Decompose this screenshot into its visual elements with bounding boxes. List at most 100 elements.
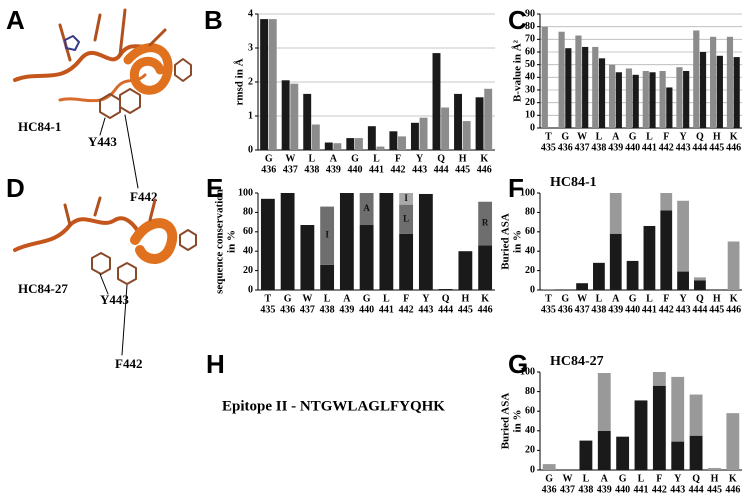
bar-segment <box>597 430 611 470</box>
x-tick-label: 437 <box>575 304 590 315</box>
x-tick-label: 438 <box>320 304 335 315</box>
x-tick-label: Y <box>416 153 424 164</box>
y-tick-label: 70 <box>525 34 535 45</box>
bar <box>659 71 666 128</box>
panel-letter: G <box>508 349 528 379</box>
x-tick-label: 441 <box>642 304 657 315</box>
x-tick-label: 446 <box>478 304 493 315</box>
segment-label: I <box>325 230 329 240</box>
residue-label: F442 <box>115 356 142 371</box>
x-tick-label: Q <box>437 153 445 164</box>
x-tick-label: K <box>729 473 737 484</box>
x-tick-label: W <box>577 131 587 142</box>
x-tick-label: H <box>459 153 467 164</box>
y-tick-label: 60 <box>525 405 535 416</box>
x-tick-label: L <box>646 293 653 304</box>
x-tick-label: 442 <box>391 164 406 175</box>
x-tick-label: G <box>284 293 292 304</box>
y-tick-label: 40 <box>243 245 253 256</box>
y-tick-label: 0 <box>530 122 535 133</box>
x-tick-label: L <box>596 131 603 142</box>
bar <box>642 71 649 128</box>
y-tick-label: 1 <box>248 110 253 121</box>
bar <box>389 131 398 150</box>
x-tick-label: L <box>309 153 316 164</box>
bar <box>558 31 565 128</box>
x-tick-label: Q <box>696 293 704 304</box>
x-tick-label: G <box>619 473 627 484</box>
x-tick-label: 439 <box>608 304 623 315</box>
bar <box>733 57 740 128</box>
x-tick-label: G <box>629 131 637 142</box>
x-tick-label: 444 <box>692 142 707 153</box>
y-axis-label: sequence conservation <box>214 189 226 294</box>
bar-segment <box>399 204 414 234</box>
bar-segment <box>689 435 703 470</box>
bar-segment <box>542 464 556 470</box>
bar <box>441 107 450 150</box>
x-tick-label: 442 <box>652 484 667 495</box>
x-tick-label: Y <box>674 473 682 484</box>
x-tick-label: 437 <box>575 142 590 153</box>
x-tick-label: 443 <box>670 484 685 495</box>
bar-segment <box>438 289 453 290</box>
panel-letter: C <box>508 5 527 35</box>
panel-letter: F <box>508 173 524 203</box>
x-tick-label: 445 <box>455 164 470 175</box>
x-tick-label: G <box>561 293 569 304</box>
bar-segment <box>671 441 685 470</box>
bar-segment <box>576 283 588 290</box>
segment-label: I <box>404 193 408 203</box>
x-tick-label: T <box>265 293 272 304</box>
bar <box>592 46 599 128</box>
bar-segment <box>579 440 593 470</box>
x-tick-label: 444 <box>692 304 707 315</box>
y-tick-label: 60 <box>525 46 535 57</box>
x-tick-label: G <box>351 153 359 164</box>
bar <box>632 74 639 128</box>
x-tick-label: 443 <box>676 142 691 153</box>
x-tick-label: A <box>612 293 620 304</box>
x-tick-label: G <box>265 153 273 164</box>
x-tick-label: A <box>601 473 609 484</box>
x-tick-label: Q <box>692 473 700 484</box>
y-tick-label: 10 <box>525 110 535 121</box>
x-tick-label: A <box>330 153 338 164</box>
bar-segment <box>634 400 648 470</box>
x-tick-label: 446 <box>477 164 492 175</box>
bar <box>683 71 690 128</box>
structure-a <box>13 8 192 189</box>
bar <box>726 36 734 128</box>
y-tick-label: 80 <box>525 386 535 397</box>
x-tick-label: H <box>713 131 721 142</box>
x-tick-label: K <box>481 293 489 304</box>
bar-segment <box>660 210 673 290</box>
x-tick-label: 444 <box>434 164 449 175</box>
bar-segment <box>399 193 414 205</box>
y-tick-label: 80 <box>243 207 253 218</box>
x-tick-label: 435 <box>541 304 556 315</box>
bar-segment <box>300 225 315 290</box>
x-tick-label: 443 <box>412 164 427 175</box>
y-axis-label: Buried ASA <box>500 213 512 270</box>
bar <box>419 117 428 150</box>
x-tick-label: 439 <box>326 164 341 175</box>
y-tick-label: 0 <box>248 144 253 155</box>
y-tick-label: 40 <box>525 245 535 256</box>
x-tick-label: G <box>545 473 553 484</box>
y-tick-label: 80 <box>525 207 535 218</box>
y-tick-label: 50 <box>525 59 535 70</box>
x-tick-label: Q <box>696 131 704 142</box>
bar-segment <box>616 436 630 470</box>
x-tick-label: F <box>656 473 662 484</box>
structure-d <box>13 196 197 356</box>
bar-segment <box>593 262 605 290</box>
x-tick-label: G <box>629 293 637 304</box>
x-tick-label: L <box>383 293 390 304</box>
x-tick-label: 445 <box>707 484 722 495</box>
residue-label: Y443 <box>100 292 129 307</box>
x-tick-label: F <box>395 153 401 164</box>
bar-segment <box>359 193 374 226</box>
x-tick-label: 435 <box>541 142 556 153</box>
